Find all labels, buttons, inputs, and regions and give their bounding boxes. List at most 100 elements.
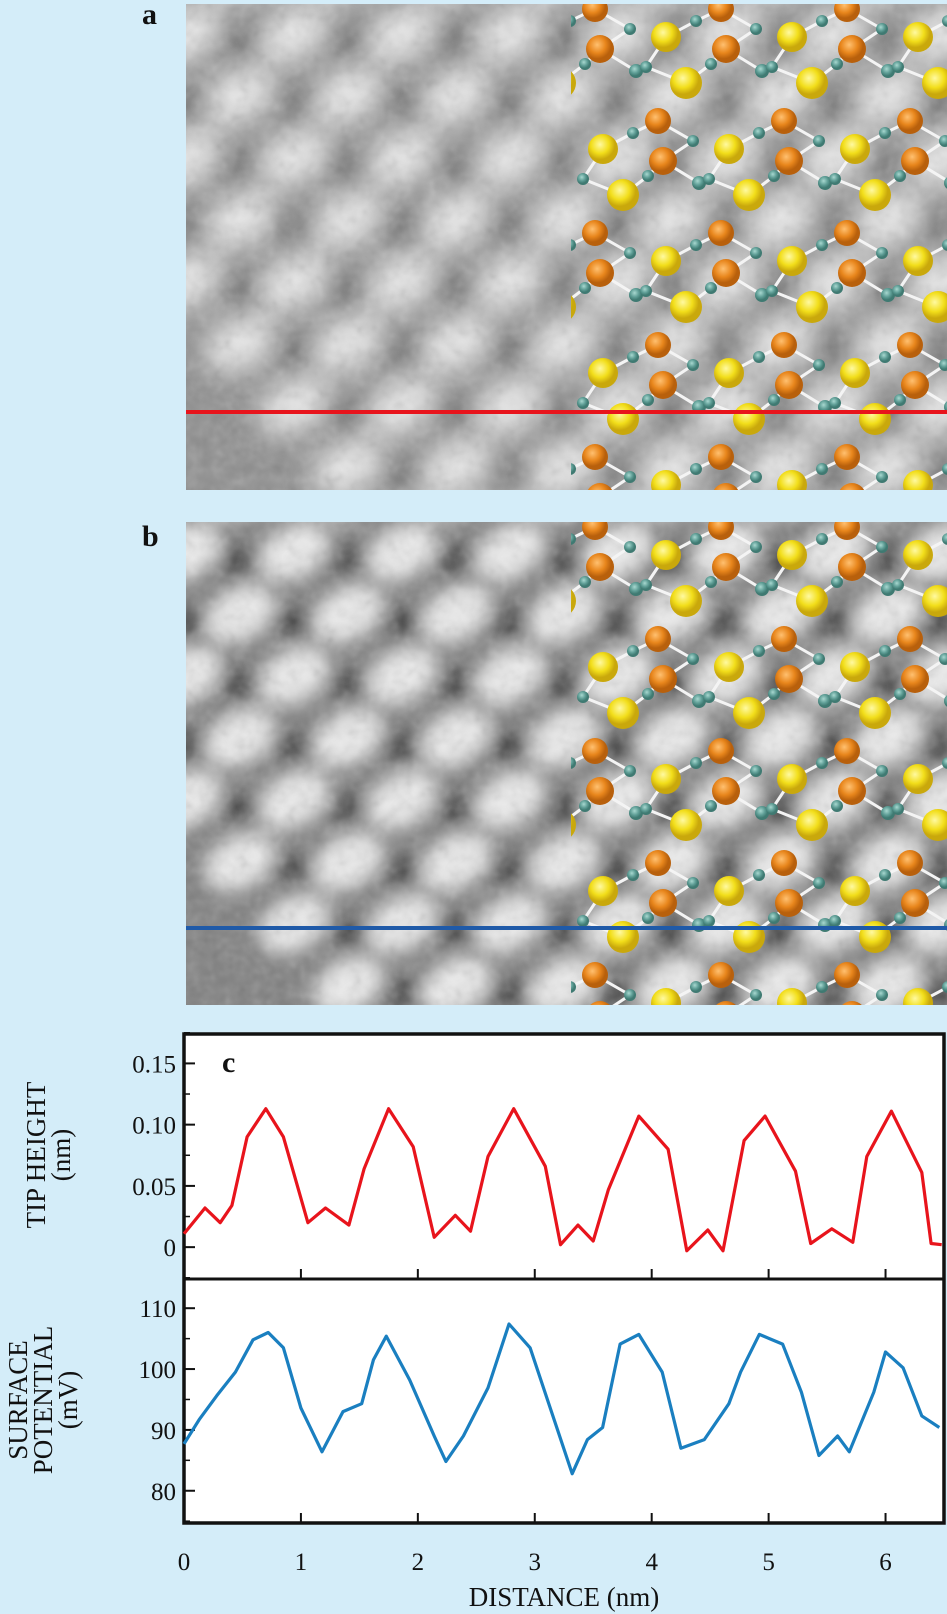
atom-small <box>894 170 906 182</box>
atom-small <box>876 765 888 777</box>
atom-medium <box>842 1001 862 1005</box>
atom-large <box>796 585 828 617</box>
atom-small <box>831 58 843 70</box>
atom-large <box>733 921 765 953</box>
atom-large <box>796 291 828 323</box>
atom-small <box>687 877 699 889</box>
x-tick-label: 1 <box>295 1549 308 1576</box>
atom-small <box>629 64 643 78</box>
atom-small <box>579 800 591 812</box>
atom-medium <box>645 108 671 134</box>
atom-small <box>690 463 702 475</box>
atom-small <box>579 576 591 588</box>
atom-small <box>831 800 843 812</box>
atom-large <box>588 652 618 682</box>
atom-small <box>942 15 947 27</box>
atom-medium <box>897 626 923 652</box>
atom-large <box>859 403 891 435</box>
atom-small <box>829 915 841 927</box>
atom-large <box>714 652 744 682</box>
atom-large <box>840 358 870 388</box>
atom-large <box>588 134 618 164</box>
atom-small <box>894 688 906 700</box>
atom-small <box>705 282 717 294</box>
atom-small <box>753 869 765 881</box>
atom-medium <box>649 889 677 917</box>
atom-small <box>629 806 643 820</box>
atom-small <box>640 803 652 815</box>
atom-large <box>571 589 576 613</box>
atom-small <box>690 981 702 993</box>
atom-medium <box>834 220 860 246</box>
atom-medium <box>708 444 734 470</box>
bond <box>837 1015 852 1030</box>
atom-medium <box>716 1001 736 1005</box>
atom-large <box>859 921 891 953</box>
atom-medium <box>834 4 860 22</box>
atom-small <box>766 579 778 591</box>
atom-medium <box>771 626 797 652</box>
atom-large <box>777 540 807 570</box>
y-bottom-tick-label: 80 <box>151 1479 176 1506</box>
atom-small <box>690 239 702 251</box>
atom-medium <box>582 522 608 540</box>
atom-small <box>942 533 947 545</box>
panel-label-b: b <box>142 520 159 553</box>
atom-medium <box>590 1001 610 1005</box>
atom-small <box>944 177 947 189</box>
atom-medium <box>839 483 865 490</box>
atom-small <box>750 247 762 259</box>
atom-small <box>627 869 639 881</box>
atom-medium <box>712 35 740 63</box>
atom-small <box>894 394 906 406</box>
atom-small <box>627 351 639 363</box>
atom-small <box>690 15 702 27</box>
atom-medium <box>775 665 803 693</box>
atom-small <box>892 285 904 297</box>
atom-medium <box>582 444 608 470</box>
atom-medium <box>775 371 803 399</box>
atom-small <box>768 912 780 924</box>
atom-small <box>939 877 947 889</box>
atom-large <box>670 809 702 841</box>
image-noise <box>186 4 947 490</box>
atom-large <box>922 585 947 617</box>
atom-medium <box>838 777 866 805</box>
x-tick-label: 3 <box>529 1549 542 1576</box>
atom-small <box>831 576 843 588</box>
y-top-tick-label: 0.15 <box>132 1051 176 1078</box>
atom-medium <box>649 147 677 175</box>
atom-medium <box>708 738 734 764</box>
panel-label-c: c <box>222 1046 235 1079</box>
atom-small <box>579 58 591 70</box>
atomic-model-overlay <box>571 4 947 519</box>
atom-small <box>624 247 636 259</box>
bond <box>852 497 888 519</box>
atom-small <box>766 61 778 73</box>
atom-medium <box>586 259 614 287</box>
atom-small <box>579 282 591 294</box>
atom-small <box>876 471 888 483</box>
y-bottom-tick-label: 110 <box>139 1296 176 1323</box>
atom-large <box>607 179 639 211</box>
atom-large <box>571 71 576 95</box>
atom-small <box>687 359 699 371</box>
atom-small <box>816 981 828 993</box>
atom-small <box>640 579 652 591</box>
atom-large <box>670 67 702 99</box>
atom-small <box>753 351 765 363</box>
atom-medium <box>582 4 608 22</box>
y-top-axis-label: (nm) <box>46 1129 76 1181</box>
atom-small <box>703 691 715 703</box>
bond <box>738 993 757 1005</box>
atom-small <box>750 541 762 553</box>
y-top-tick-label: 0 <box>164 1235 177 1262</box>
atom-medium <box>645 332 671 358</box>
atom-large <box>777 988 807 1005</box>
atom-medium <box>775 147 803 175</box>
atom-small <box>813 877 825 889</box>
atom-small <box>750 989 762 1001</box>
atom-small <box>687 135 699 147</box>
atom-medium <box>771 332 797 358</box>
atom-small <box>753 645 765 657</box>
